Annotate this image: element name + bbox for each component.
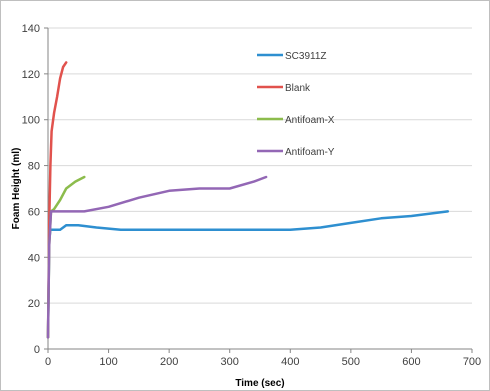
y-tick-label: 20 xyxy=(28,298,40,310)
x-axis-title: Time (sec) xyxy=(235,378,284,389)
legend-label-sc3911z: SC3911Z xyxy=(285,51,327,62)
x-tick-label: 300 xyxy=(221,356,239,368)
y-tick-label: 100 xyxy=(22,115,40,127)
x-tick-label: 500 xyxy=(342,356,360,368)
x-tick-label: 700 xyxy=(463,356,481,368)
y-tick-label: 80 xyxy=(28,161,40,173)
y-axis-title: Foam Height (ml) xyxy=(11,148,22,230)
x-tick-label: 400 xyxy=(281,356,299,368)
legend-label-blank: Blank xyxy=(285,83,311,94)
x-tick-label: 200 xyxy=(160,356,178,368)
y-tick-label: 40 xyxy=(28,252,40,264)
y-tick-label: 0 xyxy=(34,344,40,356)
x-tick-label: 600 xyxy=(402,356,420,368)
series-line-antifoam-y xyxy=(46,175,268,339)
legend-label-antifoam-y: Antifoam-Y xyxy=(285,147,335,158)
x-tick-label: 0 xyxy=(45,356,51,368)
x-tick-label: 100 xyxy=(99,356,117,368)
legend-label-antifoam-x: Antifoam-X xyxy=(285,115,335,126)
series-line-blank xyxy=(46,61,68,339)
y-tick-label: 140 xyxy=(22,23,40,35)
series-line-sc3911z xyxy=(46,210,450,339)
y-tick-label: 60 xyxy=(28,206,40,218)
y-tick-label: 120 xyxy=(22,69,40,81)
